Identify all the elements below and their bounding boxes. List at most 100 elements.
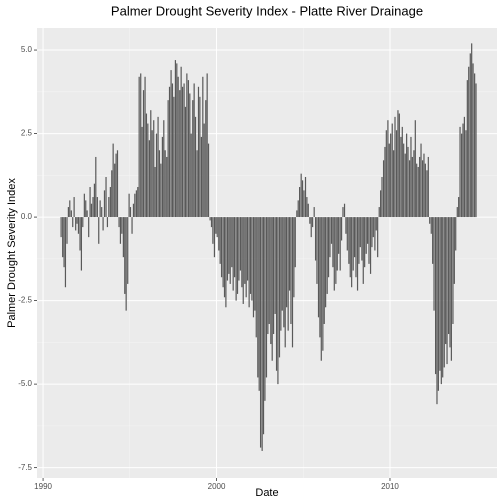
bar — [267, 217, 269, 335]
bar — [378, 207, 380, 218]
bar — [88, 217, 90, 238]
bar — [161, 136, 164, 218]
bar — [258, 217, 260, 391]
bar — [177, 76, 179, 218]
bar — [229, 217, 231, 284]
bar — [382, 160, 385, 218]
bar — [206, 73, 208, 218]
bar — [252, 217, 255, 318]
bar — [257, 217, 259, 378]
bar — [145, 113, 148, 218]
bar — [116, 150, 119, 218]
bar — [155, 133, 158, 218]
bar — [436, 217, 438, 405]
y-tick-label: 0.0 — [21, 212, 33, 221]
bar — [215, 217, 217, 234]
bar — [150, 110, 152, 218]
bar — [417, 166, 419, 218]
bar — [135, 190, 137, 218]
bar — [186, 73, 188, 218]
bar — [299, 187, 301, 218]
bar — [192, 100, 194, 218]
bar — [374, 217, 376, 251]
bar — [200, 136, 203, 218]
bar — [246, 217, 249, 281]
bar — [96, 197, 98, 218]
bar — [395, 130, 398, 218]
bar — [387, 120, 389, 218]
bar — [458, 197, 460, 218]
bar — [60, 217, 62, 238]
bar — [103, 190, 106, 218]
bar — [401, 126, 403, 218]
bar — [404, 153, 406, 218]
bar — [327, 217, 330, 278]
bar — [122, 217, 124, 258]
bar — [128, 193, 130, 218]
bar — [398, 113, 400, 218]
bar — [264, 217, 266, 401]
bar — [277, 217, 279, 385]
bar — [85, 200, 87, 218]
bar — [342, 207, 344, 218]
bar — [278, 217, 281, 358]
x-tick-label: 1990 — [34, 482, 52, 491]
bar — [407, 146, 409, 218]
bar — [449, 217, 451, 348]
bar — [93, 183, 96, 218]
bar — [338, 217, 340, 254]
bar — [228, 217, 230, 274]
bar — [111, 170, 113, 218]
bar — [335, 217, 337, 284]
bar — [437, 217, 439, 391]
bar — [199, 96, 201, 218]
bar — [158, 150, 161, 218]
bar — [380, 190, 382, 218]
bar — [144, 76, 146, 218]
bar — [141, 126, 143, 218]
bar — [455, 217, 457, 251]
bar — [462, 123, 464, 218]
bar — [245, 217, 247, 298]
bar — [265, 217, 268, 378]
bar — [345, 217, 347, 234]
bar — [142, 90, 145, 218]
bar — [179, 90, 181, 218]
bar — [259, 217, 262, 448]
bar — [346, 217, 348, 251]
bar — [272, 217, 275, 335]
bar — [303, 190, 305, 218]
bar — [106, 217, 109, 228]
bar — [102, 217, 104, 231]
bar — [207, 143, 210, 218]
bar — [108, 197, 110, 218]
bar — [371, 217, 373, 248]
bar — [98, 217, 100, 244]
bar — [448, 217, 450, 335]
bar — [180, 66, 182, 218]
bar — [241, 217, 243, 288]
bar — [76, 217, 78, 224]
y-tick-label: -2.5 — [18, 296, 32, 305]
bar — [365, 217, 367, 254]
bar — [79, 217, 81, 251]
bar — [242, 217, 244, 304]
bar — [92, 197, 94, 218]
bar — [388, 143, 390, 218]
bar — [181, 86, 184, 218]
y-tick-label: -5.0 — [18, 379, 32, 388]
bar — [443, 217, 445, 368]
bar — [466, 80, 468, 218]
bar — [196, 150, 198, 218]
bar — [261, 217, 263, 451]
bar — [99, 200, 101, 218]
bar — [456, 207, 458, 218]
bar — [118, 217, 120, 228]
bar — [419, 156, 421, 218]
x-tick-label: 2010 — [381, 482, 399, 491]
bar — [235, 217, 237, 301]
bar — [83, 193, 85, 218]
bar — [268, 217, 270, 324]
bar — [163, 120, 165, 218]
bar — [283, 217, 285, 328]
